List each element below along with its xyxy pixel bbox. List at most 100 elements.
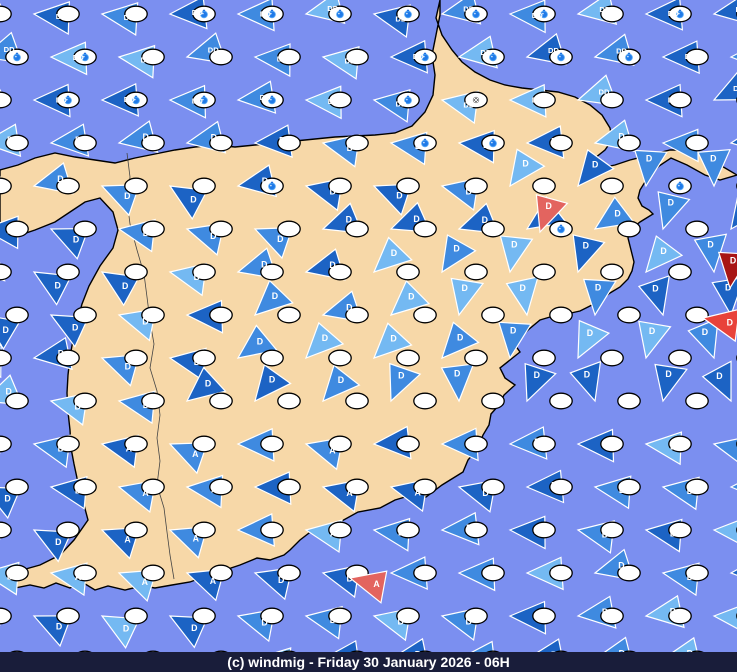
svg-text:D: D bbox=[466, 186, 472, 196]
svg-text:D: D bbox=[398, 528, 404, 538]
svg-text:D: D bbox=[329, 260, 335, 270]
svg-text:D: D bbox=[587, 328, 593, 338]
svg-text:D: D bbox=[652, 283, 658, 293]
svg-text:D: D bbox=[398, 370, 404, 380]
svg-text:A: A bbox=[346, 488, 353, 498]
svg-text:D: D bbox=[190, 195, 196, 205]
svg-text:DD: DD bbox=[277, 54, 288, 63]
svg-text:D: D bbox=[534, 370, 540, 380]
svg-text:D: D bbox=[143, 228, 149, 238]
svg-text:A: A bbox=[126, 444, 133, 454]
svg-text:A: A bbox=[415, 487, 422, 497]
svg-text:DD: DD bbox=[73, 53, 84, 62]
svg-text:A: A bbox=[142, 577, 149, 587]
svg-text:D: D bbox=[408, 292, 414, 302]
svg-text:D: D bbox=[483, 140, 489, 150]
svg-text:D: D bbox=[454, 368, 460, 378]
svg-text:D: D bbox=[534, 437, 540, 447]
svg-text:D: D bbox=[58, 444, 64, 454]
svg-text:D: D bbox=[660, 246, 666, 256]
svg-text:D: D bbox=[687, 139, 693, 149]
svg-text:D: D bbox=[73, 234, 79, 244]
svg-text:DD: DD bbox=[685, 52, 696, 61]
svg-text:D: D bbox=[261, 617, 267, 627]
svg-text:DD: DD bbox=[733, 84, 737, 93]
svg-text:D: D bbox=[670, 528, 676, 538]
svg-text:D: D bbox=[205, 378, 211, 388]
svg-text:DD: DD bbox=[124, 95, 135, 104]
svg-text:D: D bbox=[322, 333, 328, 343]
svg-text:D: D bbox=[4, 494, 10, 504]
svg-text:D: D bbox=[329, 187, 335, 197]
svg-text:DD: DD bbox=[396, 100, 407, 109]
svg-text:D: D bbox=[346, 215, 352, 225]
svg-text:D: D bbox=[730, 256, 736, 266]
svg-text:D: D bbox=[602, 607, 608, 617]
svg-text:DD: DD bbox=[463, 5, 474, 14]
svg-text:D: D bbox=[3, 325, 9, 335]
svg-text:DD: DD bbox=[192, 96, 203, 105]
svg-text:DD: DD bbox=[668, 96, 679, 105]
svg-text:A: A bbox=[211, 485, 218, 495]
svg-text:DD: DD bbox=[260, 93, 271, 102]
svg-text:D: D bbox=[347, 143, 353, 153]
svg-text:A: A bbox=[193, 534, 200, 544]
svg-text:D: D bbox=[75, 401, 81, 411]
svg-text:A: A bbox=[75, 572, 82, 582]
svg-text:D: D bbox=[397, 617, 403, 627]
svg-text:A: A bbox=[466, 438, 473, 448]
svg-text:D: D bbox=[7, 226, 13, 236]
svg-text:D: D bbox=[72, 322, 78, 332]
svg-text:D: D bbox=[194, 357, 200, 367]
svg-text:DD: DD bbox=[4, 45, 15, 54]
svg-text:D: D bbox=[646, 154, 652, 164]
svg-text:D: D bbox=[687, 486, 693, 496]
svg-text:D: D bbox=[277, 234, 283, 244]
svg-text:DD: DD bbox=[548, 46, 559, 55]
svg-text:D: D bbox=[665, 369, 671, 379]
svg-text:DD: DD bbox=[532, 96, 543, 105]
svg-text:A: A bbox=[124, 534, 131, 544]
svg-text:D: D bbox=[330, 615, 336, 625]
svg-text:D: D bbox=[618, 131, 624, 141]
svg-text:D: D bbox=[727, 318, 733, 328]
svg-text:D: D bbox=[55, 537, 61, 547]
svg-text:D: D bbox=[122, 281, 128, 291]
svg-text:D: D bbox=[262, 176, 268, 186]
svg-text:DD: DD bbox=[616, 46, 627, 55]
svg-text:D: D bbox=[710, 153, 716, 163]
svg-text:DD: DD bbox=[480, 48, 491, 57]
svg-text:D: D bbox=[279, 136, 285, 146]
svg-text:D: D bbox=[482, 488, 488, 498]
svg-text:D: D bbox=[618, 561, 624, 571]
svg-text:D: D bbox=[278, 575, 284, 585]
svg-text:A: A bbox=[373, 579, 380, 589]
svg-text:D: D bbox=[210, 231, 216, 241]
svg-text:A: A bbox=[262, 524, 269, 534]
svg-text:D: D bbox=[483, 568, 489, 578]
svg-text:D: D bbox=[670, 607, 676, 617]
svg-text:D: D bbox=[415, 567, 421, 577]
svg-text:D: D bbox=[125, 362, 131, 372]
svg-text:D: D bbox=[56, 622, 62, 632]
svg-text:D: D bbox=[143, 132, 149, 142]
svg-text:D: D bbox=[584, 370, 590, 380]
svg-text:A: A bbox=[262, 439, 269, 449]
svg-text:D: D bbox=[123, 624, 129, 634]
svg-text:D: D bbox=[551, 481, 557, 491]
svg-text:D: D bbox=[7, 571, 13, 581]
svg-text:D: D bbox=[619, 485, 625, 495]
svg-text:D: D bbox=[453, 244, 459, 254]
svg-text:DD: DD bbox=[192, 8, 203, 17]
svg-text:D: D bbox=[511, 240, 517, 250]
svg-text:D: D bbox=[124, 191, 130, 201]
svg-text:D: D bbox=[7, 135, 13, 145]
svg-text:D: D bbox=[75, 135, 81, 145]
svg-text:D: D bbox=[595, 283, 601, 293]
svg-text:D: D bbox=[6, 387, 12, 397]
svg-text:D: D bbox=[457, 332, 463, 342]
svg-text:D: D bbox=[592, 159, 598, 169]
svg-text:D: D bbox=[338, 375, 344, 385]
svg-text:D: D bbox=[54, 280, 60, 290]
svg-text:D: D bbox=[649, 326, 655, 336]
